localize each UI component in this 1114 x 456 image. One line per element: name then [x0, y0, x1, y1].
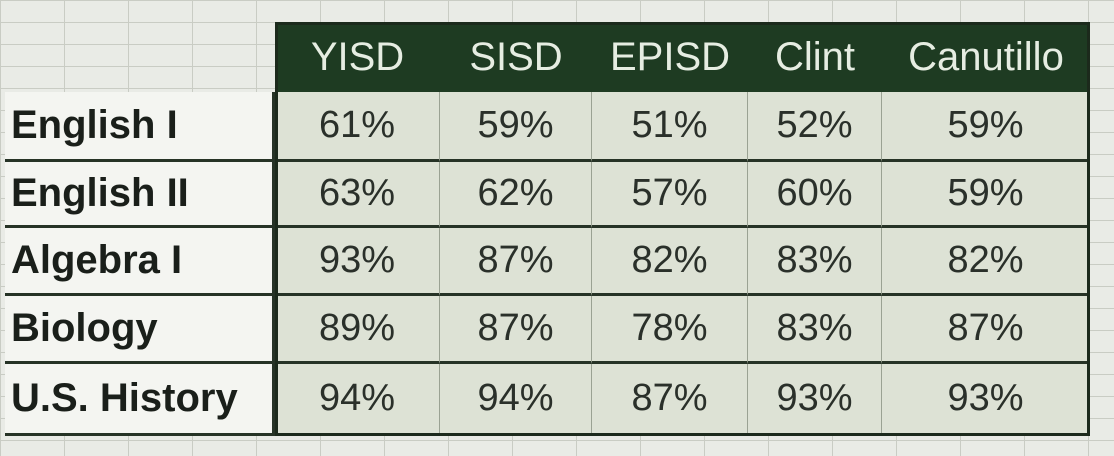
cell-value: 61% [275, 92, 440, 162]
cell-value: 78% [592, 296, 748, 364]
cell-value: 82% [592, 228, 748, 296]
cell-value: 94% [440, 364, 592, 436]
row-label: Algebra I [5, 228, 275, 296]
cell-value: 83% [748, 296, 882, 364]
cell-value: 57% [592, 162, 748, 228]
cell-value: 82% [882, 228, 1090, 296]
cell-value: 94% [275, 364, 440, 436]
cell-value: 83% [748, 228, 882, 296]
cell-value: 87% [882, 296, 1090, 364]
row-label: English I [5, 92, 275, 162]
cell-value: 93% [748, 364, 882, 436]
column-header: Clint [748, 22, 882, 92]
column-header: Canutillo [882, 22, 1090, 92]
cell-value: 63% [275, 162, 440, 228]
row-label: Biology [5, 296, 275, 364]
cell-value: 87% [440, 228, 592, 296]
column-header: SISD [440, 22, 592, 92]
cell-value: 93% [275, 228, 440, 296]
row-label: English II [5, 162, 275, 228]
cell-value: 59% [882, 162, 1090, 228]
cell-value: 93% [882, 364, 1090, 436]
column-header: EPISD [592, 22, 748, 92]
row-label: U.S. History [5, 364, 275, 436]
cell-value: 87% [440, 296, 592, 364]
column-header: YISD [275, 22, 440, 92]
cell-value: 62% [440, 162, 592, 228]
cell-value: 51% [592, 92, 748, 162]
cell-value: 59% [440, 92, 592, 162]
cell-value: 87% [592, 364, 748, 436]
cell-value: 60% [748, 162, 882, 228]
cell-value: 89% [275, 296, 440, 364]
cell-value: 59% [882, 92, 1090, 162]
cell-value: 52% [748, 92, 882, 162]
